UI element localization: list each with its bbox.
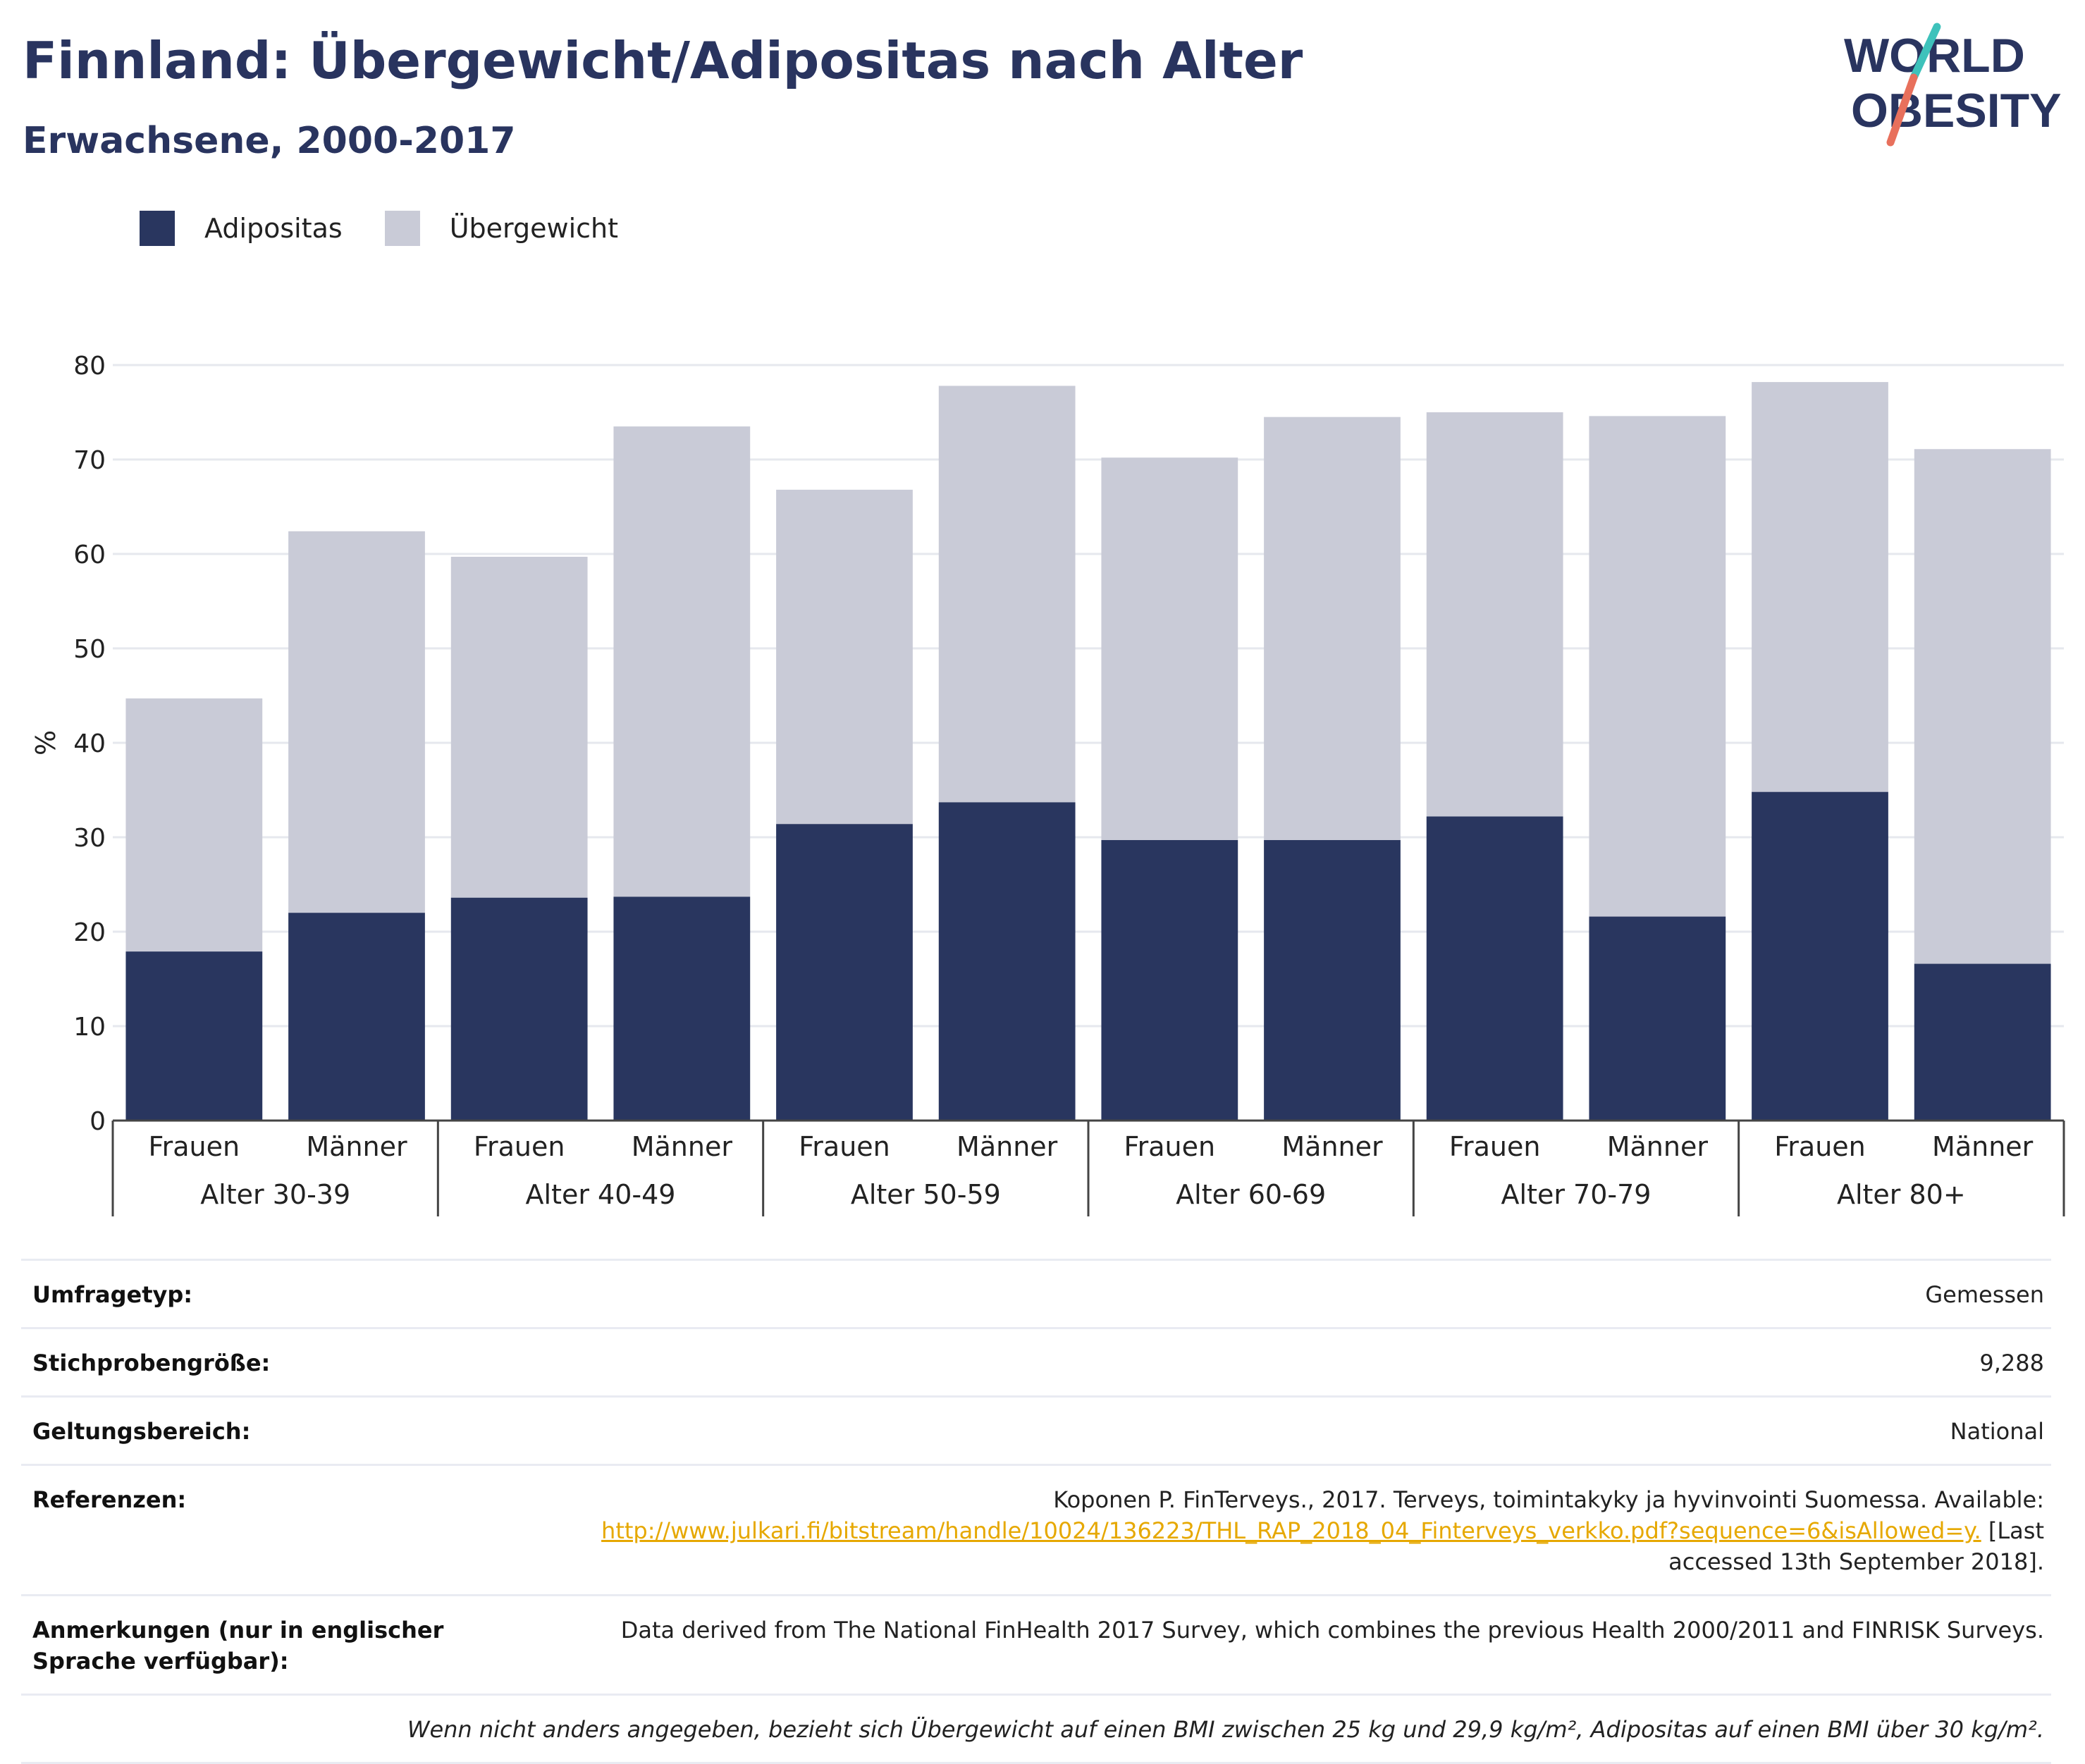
bar-uebergewicht [1101,457,1238,841]
info-value: Data derived from The National FinHealth… [620,1617,2044,1643]
bar-uebergewicht [450,557,588,898]
bar-adipositas [1589,916,1726,1121]
y-tick-label: 80 [73,352,106,381]
info-value: National [1950,1418,2044,1445]
legend-item-adipositas[interactable]: Adipositas [140,211,343,246]
y-axis-label: % [30,730,61,755]
y-tick-label: 10 [73,1013,106,1042]
info-label: Referenzen: [32,1486,187,1513]
x-group-label: Alter 60-69 [1176,1179,1326,1210]
y-tick-label: 20 [73,918,106,947]
bar-adipositas [1264,840,1401,1121]
info-row-sample-size: Stichprobengröße: 9,288 [21,1329,2051,1398]
legend-item-uebergewicht[interactable]: Übergewicht [384,211,618,246]
x-category-label: Männer [306,1131,407,1162]
bar-uebergewicht [1752,382,1888,792]
references-text: Koponen P. FinTerveys., 2017. Terveys, t… [601,1484,2051,1577]
reference-accessed-2: accessed 13th September 2018]. [1668,1548,2044,1575]
x-group-label: Alter 30-39 [200,1179,350,1210]
info-value: Gemessen [1925,1281,2044,1308]
bar-adipositas [938,802,1076,1121]
bar-uebergewicht [1589,416,1726,917]
y-tick-label: 50 [73,635,106,664]
x-category-label: Männer [1607,1131,1709,1162]
y-tick-label: 70 [73,446,106,475]
x-group-label: Alter 50-59 [851,1179,1001,1210]
x-category-label: Frauen [1774,1131,1866,1162]
x-category-label: Frauen [1449,1131,1541,1162]
legend-swatch-adipositas [140,211,175,246]
y-tick-label: 60 [73,541,106,569]
info-label: Umfragetyp: [32,1281,193,1308]
bar-uebergewicht [1426,412,1563,817]
legend-label: Adipositas [204,213,343,244]
bar-adipositas [1426,816,1563,1121]
bar-adipositas [1752,791,1888,1121]
bar-uebergewicht [125,698,263,952]
info-row-survey-type: Umfragetyp: Gemessen [21,1261,2051,1329]
info-value: 9,288 [1979,1350,2044,1376]
x-category-label: Männer [632,1131,733,1162]
legend-swatch-uebergewicht [384,211,420,246]
bar-adipositas [1914,963,2051,1121]
y-tick-label: 30 [73,824,106,853]
bar-adipositas [450,897,588,1121]
y-tick-label: 40 [73,729,106,758]
bar-adipositas [613,896,751,1121]
y-tick-label: 0 [90,1107,106,1136]
x-category-label: Frauen [474,1131,565,1162]
bar-adipositas [288,913,425,1121]
info-label: Stichprobengröße: [32,1350,271,1376]
reference-citation: Koponen P. FinTerveys., 2017. Terveys, t… [1053,1486,2044,1513]
x-group-label: Alter 80+ [1837,1179,1966,1210]
bar-adipositas [776,824,913,1121]
info-row-scope: Geltungsbereich: National [21,1398,2051,1466]
bar-adipositas [125,951,263,1121]
logo-line2: OBESITY [1851,84,2062,137]
info-label: Anmerkungen (nur in englischer Sprache v… [32,1617,444,1674]
x-category-label: Männer [1281,1131,1383,1162]
x-category-label: Frauen [799,1131,890,1162]
bar-uebergewicht [288,531,425,913]
bar-uebergewicht [1264,417,1401,841]
x-group-label: Alter 70-79 [1501,1179,1652,1210]
x-category-label: Frauen [149,1131,240,1162]
info-table: Umfragetyp: Gemessen Stichprobengröße: 9… [21,1259,2051,1764]
chart-subtitle: Erwachsene, 2000-2017 [23,120,516,162]
bar-uebergewicht [938,386,1076,803]
info-row-footnote: Wenn nicht anders angegeben, bezieht sic… [21,1696,2051,1764]
x-category-label: Männer [957,1131,1058,1162]
info-row-notes: Anmerkungen (nur in englischer Sprache v… [21,1596,2051,1696]
stacked-bar-chart: 0 10 20 30 40 50 60 70 80% Frauen Männer Frauen Männ… [30,352,2065,1216]
bar-uebergewicht [613,426,751,897]
x-category-label: Frauen [1124,1131,1216,1162]
reference-link[interactable]: http://www.julkari.fi/bitstream/handle/1… [601,1517,1981,1544]
bar-uebergewicht [776,489,913,825]
chart-legend: Adipositas Übergewicht [140,209,660,248]
x-group-label: Alter 40-49 [526,1179,676,1210]
info-row-references: Referenzen: Koponen P. FinTerveys., 2017… [21,1466,2051,1596]
bar-uebergewicht [1914,449,2051,964]
x-category-label: Männer [1932,1131,2034,1162]
bar-adipositas [1101,840,1238,1121]
chart-title: Finnland: Übergewicht/Adipositas nach Al… [23,31,1303,90]
footnote: Wenn nicht anders angegeben, bezieht sic… [407,1716,2044,1743]
world-obesity-logo: WORLD OBESITY [1844,23,2062,147]
info-label: Geltungsbereich: [32,1418,251,1445]
legend-label: Übergewicht [449,213,618,244]
reference-accessed-1: [Last [1988,1517,2044,1544]
